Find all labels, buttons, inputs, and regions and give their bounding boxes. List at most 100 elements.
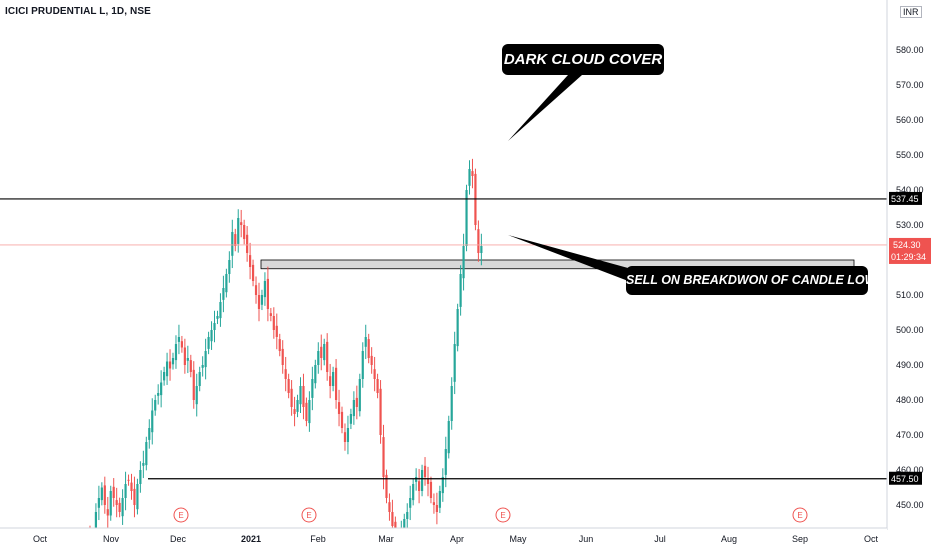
- candle: [465, 184, 468, 252]
- candle-body: [305, 402, 308, 421]
- candle-body: [299, 386, 302, 405]
- candle: [118, 497, 121, 518]
- time-tick-label: Sep: [792, 534, 808, 544]
- candle: [130, 473, 133, 500]
- candle: [346, 415, 350, 455]
- candle: [355, 385, 358, 420]
- candle: [133, 476, 136, 518]
- price-tick-label: 510.00: [896, 290, 924, 300]
- candle-body: [177, 337, 181, 342]
- candle: [186, 345, 189, 374]
- level-tag-label: 457.50: [891, 474, 919, 484]
- earnings-marker-circle: [301, 507, 317, 523]
- candle: [213, 310, 216, 343]
- candle: [225, 268, 228, 298]
- candle-body: [257, 295, 261, 309]
- candle: [281, 340, 284, 374]
- candle: [349, 408, 353, 430]
- time-tick-label: Feb: [310, 534, 326, 544]
- candle-body: [379, 388, 382, 435]
- candle: [201, 356, 204, 377]
- candle: [293, 396, 296, 427]
- candle-body: [426, 479, 430, 484]
- candle-body: [349, 414, 353, 424]
- candle: [388, 493, 391, 521]
- callout-dark-cloud-cover: DARK CLOUD COVER: [502, 44, 664, 75]
- candle: [420, 464, 424, 497]
- candle: [263, 272, 267, 306]
- level-lines-layer: [0, 198, 887, 480]
- candle: [340, 406, 344, 434]
- candle: [323, 338, 326, 366]
- candle: [441, 468, 444, 502]
- candle: [311, 366, 314, 411]
- candle-body: [364, 337, 367, 347]
- candle-body: [124, 484, 127, 498]
- earnings-marker-label: E: [500, 511, 505, 520]
- candle: [435, 492, 438, 525]
- candle-body: [420, 470, 424, 491]
- candle: [468, 160, 471, 195]
- candle-body: [415, 477, 418, 482]
- price-tick-label: 550.00: [896, 150, 924, 160]
- candle: [174, 335, 178, 369]
- candle: [426, 466, 430, 497]
- time-tick-label: Mar: [378, 534, 394, 544]
- candle: [287, 373, 290, 399]
- candle-body: [154, 400, 157, 411]
- price-axis[interactable]: 580.00570.00560.00550.00540.00530.00520.…: [886, 0, 932, 550]
- candle-body: [254, 285, 258, 295]
- price-tick-label: 580.00: [896, 45, 924, 55]
- price-tick-label: 490.00: [896, 360, 924, 370]
- candle-body: [450, 386, 453, 421]
- candle-body: [332, 372, 335, 386]
- price-tick-label: 560.00: [896, 115, 924, 125]
- candle: [257, 282, 261, 322]
- candle: [139, 461, 142, 493]
- earnings-marker-circle: [173, 507, 189, 523]
- candle-body: [391, 512, 394, 526]
- candle-body: [121, 498, 124, 517]
- time-axis[interactable]: Oct Nov Dec 2021 Feb Mar Apr May Jun Jul Aug Sep Oct: [0, 527, 887, 550]
- candle-body: [281, 348, 284, 365]
- candle-body: [337, 402, 341, 414]
- candle-body: [361, 351, 364, 379]
- candle-body: [296, 400, 299, 412]
- candle-body: [213, 323, 216, 330]
- candle-body: [157, 393, 160, 396]
- candle-body: [195, 386, 198, 405]
- candle: [415, 468, 418, 491]
- time-tick-label: Jul: [654, 534, 666, 544]
- candle: [222, 275, 225, 313]
- candle-body: [127, 479, 130, 481]
- candle: [284, 356, 287, 392]
- candle: [260, 289, 264, 311]
- candles-layer: [3, 158, 483, 550]
- candle-body: [115, 500, 118, 505]
- candle-body: [432, 502, 436, 505]
- candle: [160, 370, 163, 408]
- price-tick-label: 450.00: [896, 500, 924, 510]
- candle: [136, 478, 139, 515]
- candle-body: [103, 485, 106, 505]
- candle: [450, 377, 453, 430]
- candle-body: [237, 218, 240, 244]
- candle-body: [367, 339, 370, 358]
- candle-body: [243, 225, 246, 239]
- candle-body: [314, 365, 317, 384]
- candle-body: [192, 369, 195, 400]
- candle-body: [201, 365, 204, 368]
- candle: [447, 415, 450, 459]
- candle: [367, 333, 370, 364]
- candle: [195, 373, 198, 417]
- candle: [376, 373, 379, 399]
- earnings-marker-label: E: [797, 511, 802, 520]
- price-tick-label: 470.00: [896, 430, 924, 440]
- chart-title: ICICI PRUDENTIAL L, 1D, NSE: [5, 6, 151, 17]
- candle-body: [234, 234, 237, 246]
- candle: [290, 380, 293, 416]
- candle: [456, 303, 459, 352]
- candle: [275, 313, 278, 350]
- candle: [163, 366, 166, 386]
